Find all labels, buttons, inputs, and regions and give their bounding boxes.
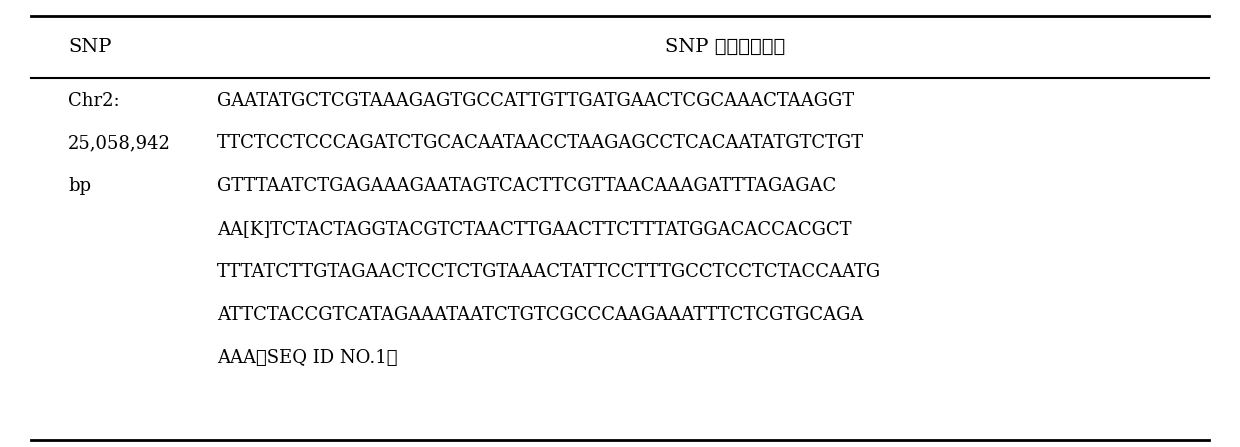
Text: 25,058,942: 25,058,942	[68, 135, 171, 152]
Text: TTTATCTTGTAGAACTCCTCTGTAAACTATTCCTTTGCCTCCTCTACCAATG: TTTATCTTGTAGAACTCCTCTGTAAACTATTCCTTTGCCT…	[217, 263, 882, 281]
Text: GTTTAATCTGAGAAAGAATAGTCACTTCGTTAACAAAGATTTAGAGAC: GTTTAATCTGAGAAAGAATAGTCACTTCGTTAACAAAGAT…	[217, 177, 836, 195]
Text: SNP: SNP	[68, 38, 112, 56]
Text: Chr2:: Chr2:	[68, 92, 120, 110]
Text: ATTCTACCGTCATAGAAATAATCTGTCGCCCAAGAAATTTCTCGTGCAGA: ATTCTACCGTCATAGAAATAATCTGTCGCCCAAGAAATTT…	[217, 306, 863, 324]
Text: GAATATGCTCGTAAAGAGTGCCATTGTTGATGAACTCGCAAACTAAGGT: GAATATGCTCGTAAAGAGTGCCATTGTTGATGAACTCGCA…	[217, 92, 854, 110]
Text: bp: bp	[68, 177, 92, 195]
Text: AA[K]TCTACTAGGTACGTCTAACTTGAACTTCTTTATGGACACCACGCT: AA[K]TCTACTAGGTACGTCTAACTTGAACTTCTTTATGG…	[217, 220, 852, 238]
Text: TTCTCCTCCCAGATCTGCACAATAACCTAAGAGCCTCACAATATGTCTGT: TTCTCCTCCCAGATCTGCACAATAACCTAAGAGCCTCACA…	[217, 135, 864, 152]
Text: AAA（SEQ ID NO.1）: AAA（SEQ ID NO.1）	[217, 349, 398, 367]
Text: SNP 旁侧序列信息: SNP 旁侧序列信息	[666, 38, 785, 56]
